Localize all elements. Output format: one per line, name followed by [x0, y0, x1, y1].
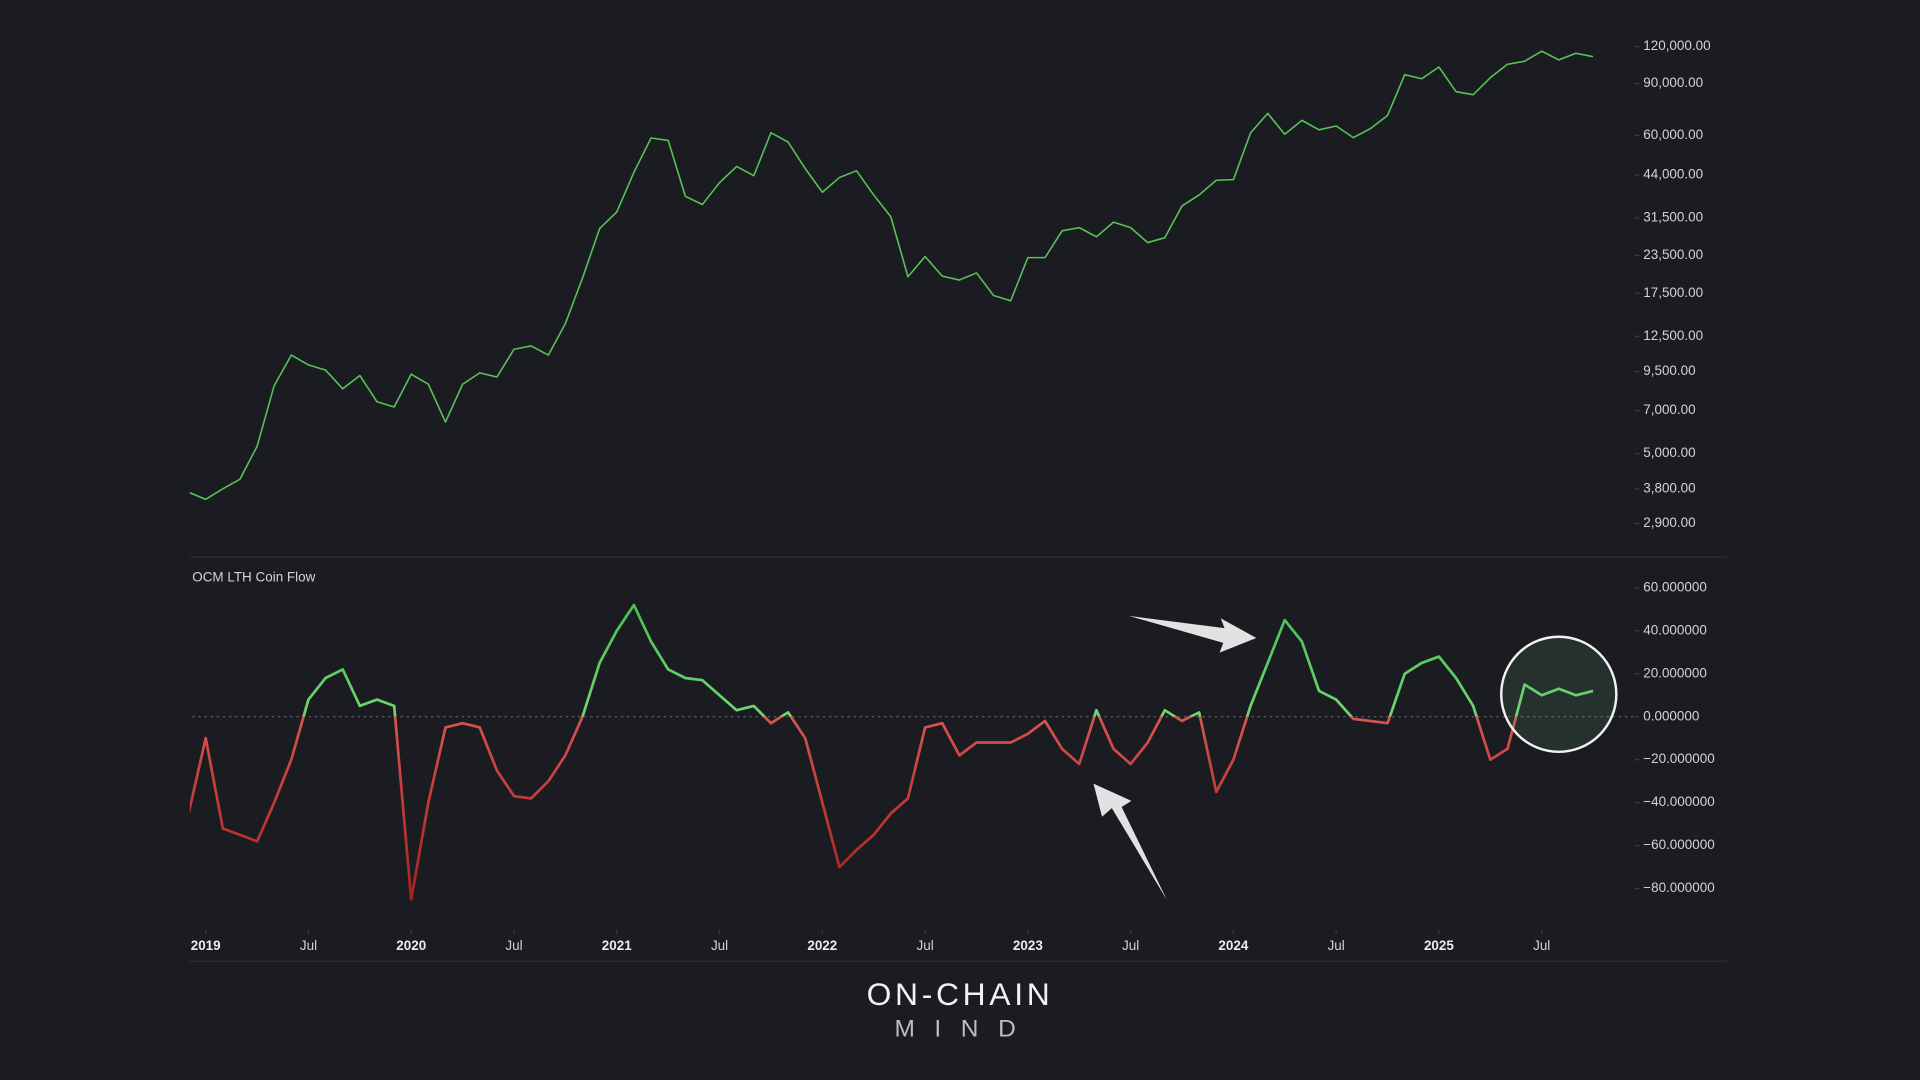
x-tick-label: 2019	[191, 938, 221, 953]
y-tick-label: 31,500.00	[1643, 210, 1703, 225]
y-tick-label: 3,800.00	[1643, 480, 1695, 495]
x-tick-label: Jul	[711, 938, 728, 953]
y-tick-label: 40.000000	[1643, 622, 1707, 637]
y-tick-label: 23,500.00	[1643, 247, 1703, 262]
y-tick-label: 12,500.00	[1643, 328, 1703, 343]
y-tick-label: 9,500.00	[1643, 363, 1695, 378]
x-tick-label: 2021	[602, 938, 632, 953]
x-tick-label: Jul	[916, 938, 933, 953]
x-tick-label: 2020	[396, 938, 426, 953]
indicator-title: OCM LTH Coin Flow	[192, 570, 315, 585]
y-tick-label: 0.000000	[1643, 708, 1699, 723]
y-tick-label: −60.000000	[1643, 837, 1714, 852]
arrow	[1093, 783, 1167, 900]
x-tick-label: Jul	[1328, 938, 1345, 953]
x-tick-label: Jul	[300, 938, 317, 953]
arrow	[1128, 615, 1257, 653]
y-tick-label: 120,000.00	[1643, 38, 1710, 53]
y-tick-label: 5,000.00	[1643, 445, 1695, 460]
watermark: MIND	[894, 1015, 1035, 1042]
y-tick-label: 44,000.00	[1643, 167, 1703, 182]
y-tick-label: 2,900.00	[1643, 515, 1695, 530]
highlight-circle	[1500, 635, 1618, 754]
y-tick-label: 60.000000	[1643, 579, 1707, 594]
y-tick-label: −40.000000	[1643, 794, 1714, 809]
x-tick-label: 2025	[1424, 938, 1454, 953]
x-tick-label: Jul	[1533, 938, 1550, 953]
x-tick-label: 2024	[1218, 938, 1248, 953]
y-tick-label: 7,000.00	[1643, 402, 1695, 417]
x-tick-label: 2022	[807, 938, 837, 953]
x-tick-label: Jul	[505, 938, 522, 953]
data-line	[189, 50, 1594, 501]
x-tick-label: Jul	[1122, 938, 1139, 953]
y-tick-label: −20.000000	[1643, 751, 1714, 766]
watermark: ON-CHAIN	[867, 976, 1054, 1012]
y-tick-label: 90,000.00	[1643, 75, 1703, 90]
y-tick-label: 60,000.00	[1643, 127, 1703, 142]
y-tick-label: −80.000000	[1643, 880, 1714, 895]
data-line	[189, 603, 1594, 901]
y-tick-label: 20.000000	[1643, 665, 1707, 680]
y-tick-label: 17,500.00	[1643, 285, 1703, 300]
x-tick-label: 2023	[1013, 938, 1043, 953]
plots: 120,000.00 90,000.00 60,000.00 44,000.00 31,…	[189, 38, 1715, 953]
